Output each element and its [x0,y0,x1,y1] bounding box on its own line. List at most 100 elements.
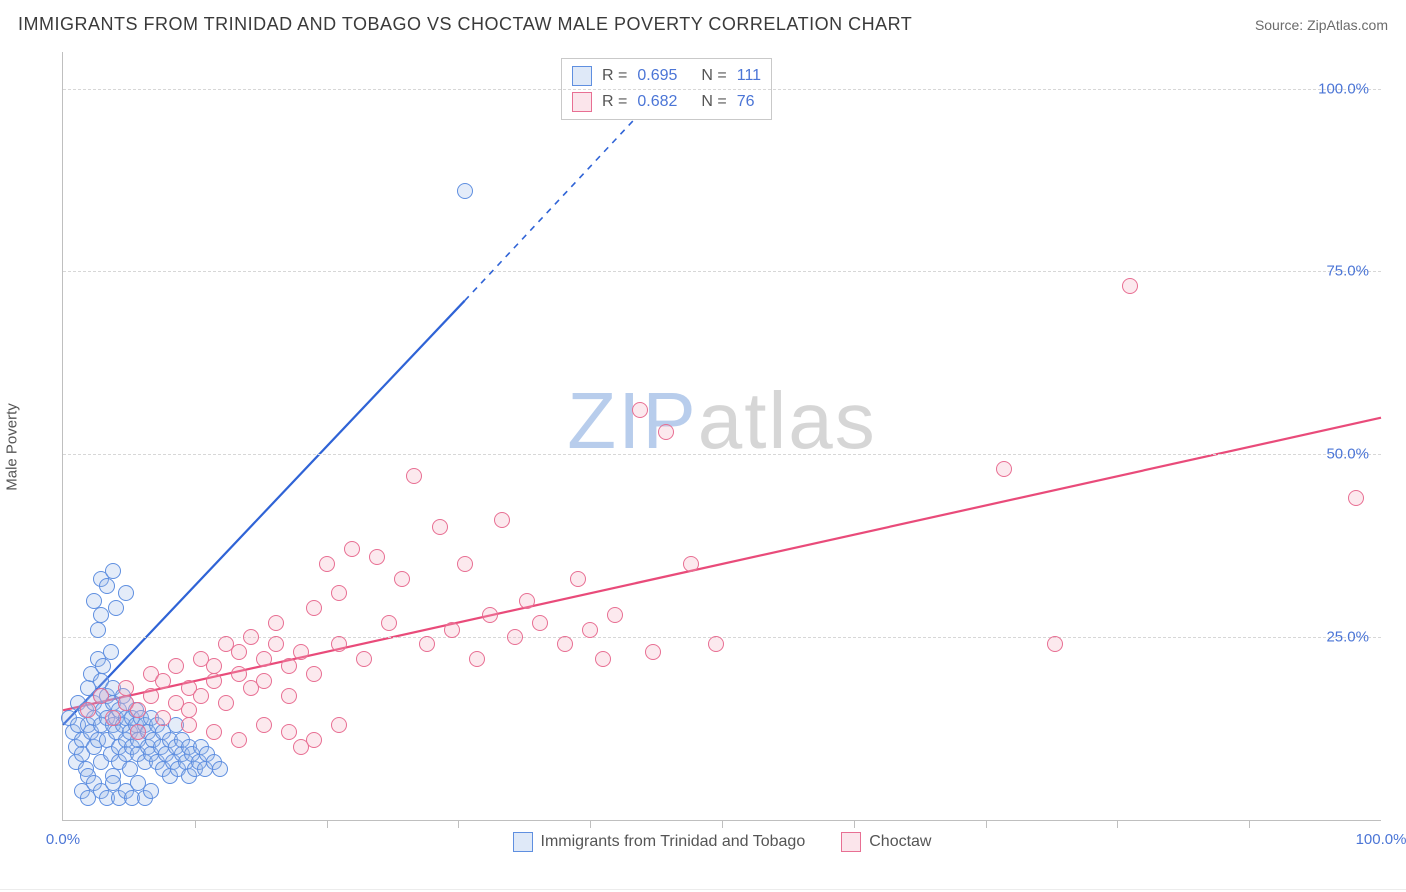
data-point [331,717,347,733]
data-point [99,578,115,594]
data-point [206,673,222,689]
data-point [494,512,510,528]
data-point [168,658,184,674]
data-point [93,688,109,704]
data-point [122,761,138,777]
data-point [218,695,234,711]
legend-item: Choctaw [841,832,931,852]
data-point [683,556,699,572]
footer-divider [0,889,1406,890]
data-point [143,688,159,704]
y-axis-label: Male Poverty [4,403,21,491]
data-point [331,636,347,652]
data-point [406,468,422,484]
data-point [319,556,335,572]
data-point [268,636,284,652]
data-point [118,585,134,601]
data-point [519,593,535,609]
data-point [143,783,159,799]
data-point [212,761,228,777]
data-point [256,651,272,667]
data-point [293,644,309,660]
data-point [356,651,372,667]
gridline-h [63,637,1381,638]
trend-lines-layer [63,52,1381,820]
data-point [93,607,109,623]
data-point [243,629,259,645]
x-tick [1117,820,1118,828]
legend-series: Immigrants from Trinidad and Tobago Choct… [63,832,1381,852]
gridline-h [63,89,1381,90]
data-point [595,651,611,667]
data-point [231,644,247,660]
legend-swatch [572,92,592,112]
data-point [206,724,222,740]
data-point [103,644,119,660]
legend-label: Choctaw [869,833,931,851]
x-tick [1249,820,1250,828]
data-point [432,519,448,535]
data-point [419,636,435,652]
data-point [155,673,171,689]
x-tick-label: 100.0% [1356,831,1406,848]
data-point [90,622,106,638]
data-point [444,622,460,638]
data-point [394,571,410,587]
data-point [281,724,297,740]
data-point [181,717,197,733]
data-point [996,461,1012,477]
data-point [1047,636,1063,652]
x-tick [590,820,591,828]
data-point [108,600,124,616]
data-point [256,717,272,733]
y-tick-label: 50.0% [1326,446,1369,463]
data-point [469,651,485,667]
gridline-h [63,454,1381,455]
data-point [658,424,674,440]
x-tick [327,820,328,828]
data-point [130,702,146,718]
data-point [231,732,247,748]
data-point [708,636,724,652]
data-point [632,402,648,418]
legend-item: Immigrants from Trinidad and Tobago [513,832,806,852]
data-point [268,615,284,631]
x-tick [195,820,196,828]
y-tick-label: 100.0% [1318,80,1369,97]
x-tick [986,820,987,828]
legend-swatch [841,832,861,852]
data-point [306,666,322,682]
legend-label: Immigrants from Trinidad and Tobago [541,833,806,851]
page-title: IMMIGRANTS FROM TRINIDAD AND TOBAGO VS C… [18,14,912,35]
data-point [281,688,297,704]
legend-stat-row: R = 0.682N = 76 [572,89,761,115]
gridline-h [63,271,1381,272]
legend-swatch [513,832,533,852]
data-point [457,183,473,199]
data-point [381,615,397,631]
data-point [582,622,598,638]
data-point [607,607,623,623]
x-tick [458,820,459,828]
data-point [369,549,385,565]
data-point [557,636,573,652]
data-point [231,666,247,682]
data-point [293,739,309,755]
data-point [507,629,523,645]
data-point [331,585,347,601]
chart-container: Male Poverty ZIPatlas R = 0.695N = 111R … [18,46,1388,848]
data-point [256,673,272,689]
data-point [155,710,171,726]
data-point [570,571,586,587]
y-tick-label: 25.0% [1326,629,1369,646]
data-point [457,556,473,572]
data-point [306,600,322,616]
x-tick [854,820,855,828]
plot-area: ZIPatlas R = 0.695N = 111R = 0.682N = 76… [62,52,1381,821]
data-point [482,607,498,623]
data-point [193,688,209,704]
x-tick [722,820,723,828]
legend-stat-row: R = 0.695N = 111 [572,63,761,89]
data-point [206,658,222,674]
data-point [1348,490,1364,506]
